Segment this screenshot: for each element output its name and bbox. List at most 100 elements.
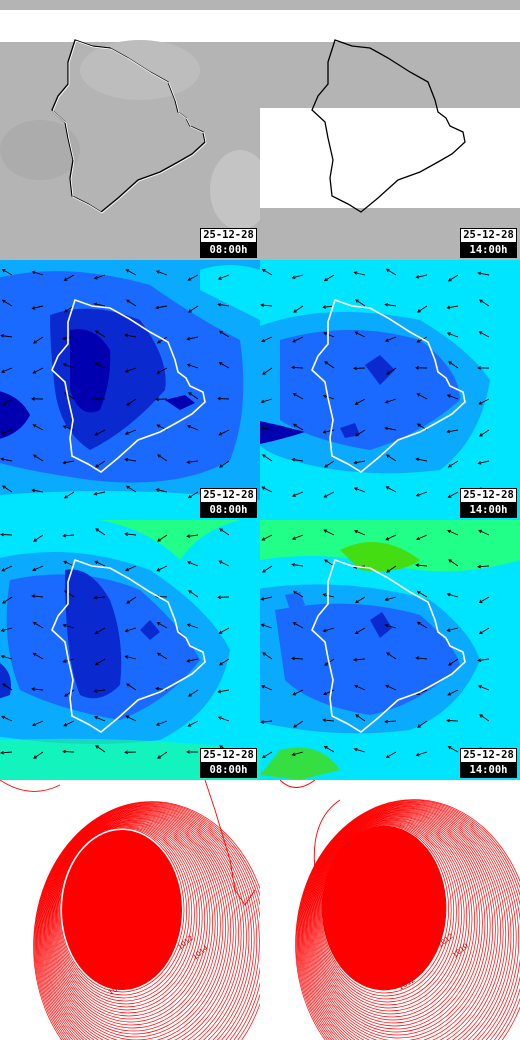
- wind-arrow-head: [0, 333, 5, 338]
- wind-arrow-head: [218, 432, 223, 436]
- wind-arrow-head: [416, 536, 420, 541]
- wind-arrow-head: [292, 423, 297, 428]
- wind-arrow: [95, 658, 106, 666]
- wind-arrow-head: [124, 333, 129, 338]
- wind-arrow-head: [1, 568, 6, 572]
- wind-arrow-head: [323, 529, 328, 533]
- wind-arrow: [33, 622, 44, 629]
- wind-arrow-head: [448, 662, 452, 666]
- wind-arrow-head: [217, 716, 222, 720]
- wind-arrow-head: [124, 532, 128, 536]
- wind-arrow: [63, 460, 75, 464]
- isobar: [38, 806, 252, 1040]
- wind-arrow-head: [261, 486, 266, 490]
- wind-arrow: [126, 683, 137, 691]
- wind-arrow: [64, 274, 75, 281]
- wind-arrow-head: [417, 724, 421, 728]
- isobar: [303, 807, 507, 1040]
- wind-arrow-head: [32, 621, 37, 626]
- wind-arrow-head: [293, 724, 297, 728]
- wind-arrow-head: [156, 424, 161, 428]
- wind-arrow-head: [62, 363, 67, 367]
- wind-arrow: [261, 720, 273, 723]
- wind-arrow: [386, 751, 397, 758]
- wind-arrow-head: [354, 401, 359, 405]
- wind-arrow-head: [218, 560, 223, 564]
- wind-arrow-head: [32, 370, 37, 374]
- isobar: [311, 815, 481, 1030]
- wind-arrow-head: [415, 275, 420, 279]
- wind-arrow-head: [32, 567, 36, 572]
- isobar: [300, 804, 517, 1040]
- isobar: [33, 801, 260, 1040]
- wind-arrow-head: [218, 662, 223, 666]
- wind-arrow: [446, 720, 459, 722]
- wind-arrow-head: [384, 302, 389, 307]
- time-label: 14:00h: [460, 763, 517, 778]
- wind-arrow: [386, 268, 397, 276]
- wind-arrow-head: [262, 569, 266, 573]
- wind-arrow: [323, 529, 335, 536]
- wind-arrow-head: [156, 340, 161, 344]
- wind-arrow-head: [385, 268, 390, 273]
- timestamp: 25-12-28 08:00h: [200, 228, 257, 258]
- wind-arrow-head: [323, 745, 328, 750]
- wind-arrow: [64, 590, 75, 598]
- wind-arrow: [1, 367, 13, 373]
- wind-map-high-0800: [0, 520, 260, 780]
- wind-arrow-head: [478, 331, 483, 335]
- wind-arrow: [448, 274, 459, 282]
- isobar: [46, 814, 226, 1040]
- pressure-panel-0800: 1012 1014 1010: [0, 780, 260, 1040]
- wind-arrow-head: [353, 271, 358, 275]
- wind-arrow: [447, 429, 459, 433]
- time-label: 08:00h: [200, 763, 257, 778]
- wind-arrow-head: [94, 661, 99, 666]
- wind-arrow-head: [124, 628, 129, 633]
- wind-arrow: [188, 491, 199, 499]
- wind-arrow-head: [63, 277, 68, 281]
- wind-arrow-head: [477, 461, 482, 465]
- wind-arrow: [293, 622, 304, 629]
- wind-arrow-head: [217, 302, 222, 307]
- wind-arrow: [447, 305, 459, 309]
- satellite-panel-1400: 25-12-28 14:00h: [260, 0, 520, 260]
- wind-arrow-head: [291, 275, 296, 280]
- wind-arrow: [219, 658, 230, 666]
- date-label: 25-12-28: [460, 228, 517, 243]
- wind-arrow: [32, 688, 44, 691]
- wind-arrow-head: [156, 568, 161, 572]
- wind-arrow-head: [324, 361, 328, 365]
- wind-arrow-head: [260, 597, 265, 601]
- wind-arrow: [355, 398, 366, 405]
- wind-arrow: [262, 751, 273, 759]
- wind-arrow: [323, 627, 335, 632]
- wind-arrow-head: [291, 493, 296, 497]
- wind-arrow-head: [124, 369, 129, 373]
- wind-arrow-head: [384, 719, 388, 724]
- wind-arrow-head: [186, 460, 191, 464]
- wind-arrow: [323, 395, 335, 400]
- wind-arrow: [292, 458, 304, 462]
- wind-arrow: [1, 335, 13, 338]
- wind-arrow-head: [384, 400, 389, 404]
- wind-map-low-1400: [260, 260, 520, 520]
- wind-arrow-head: [217, 689, 222, 694]
- wind-arrow: [95, 745, 106, 753]
- wind-arrow-head: [156, 652, 161, 657]
- wind-arrow: [355, 627, 366, 634]
- wind-arrow-head: [322, 305, 327, 309]
- wind-arrow: [126, 269, 137, 276]
- wind-arrow: [355, 299, 366, 307]
- wind-arrow-head: [2, 485, 6, 489]
- wind-arrow: [187, 336, 199, 340]
- isobar: [305, 809, 499, 1040]
- isobar: [296, 800, 520, 1040]
- wind-arrow: [125, 565, 137, 571]
- wind-arrow: [2, 398, 13, 406]
- wind-arrow: [157, 751, 168, 759]
- wind-arrow: [1, 627, 13, 632]
- wind-arrow-head: [2, 683, 6, 687]
- wind-arrow: [126, 299, 137, 307]
- wind-arrow: [416, 657, 428, 660]
